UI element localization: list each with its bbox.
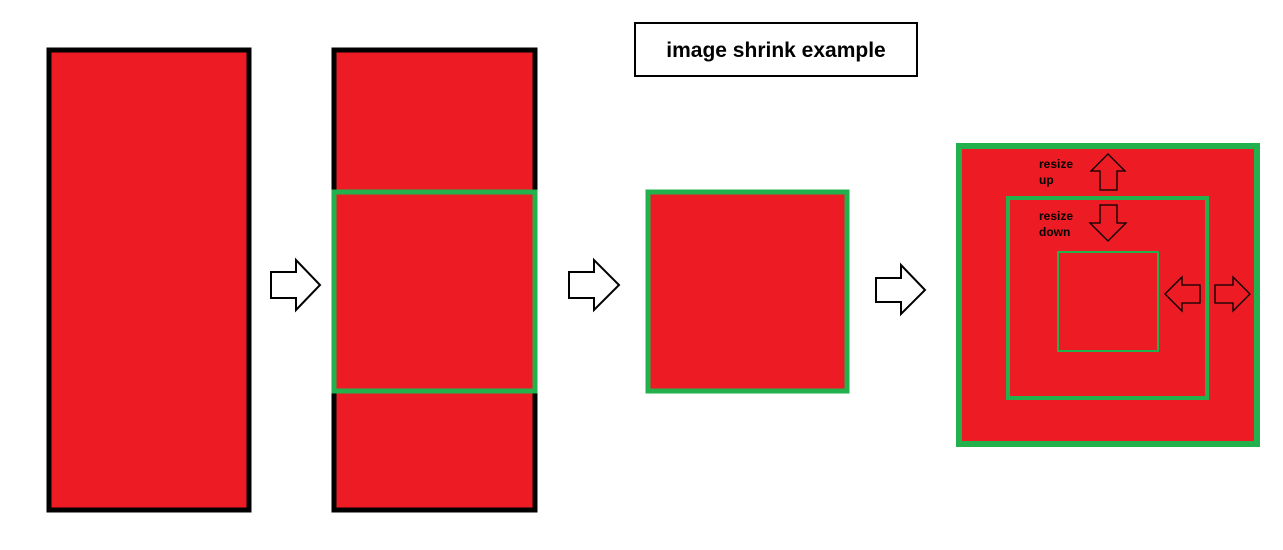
step-arrow-2-icon [568,257,621,313]
resize-up-arrow-icon [1089,153,1127,191]
resize-down-label-line2: down [1039,225,1070,239]
cropped-square-image [645,189,850,394]
step-arrow-3-icon [875,262,927,317]
resize-down-arrow-icon [1088,204,1128,242]
resize-left-arrow-icon [1164,275,1201,313]
resize-middle-square [1006,196,1209,400]
crop-square-outline [331,189,538,394]
tall-image-with-crop [331,47,538,513]
diagram-title: image shrink example [666,39,885,62]
original-tall-image [46,47,252,513]
resize-down-label-line1: resize [1039,209,1073,223]
resize-up-label-line2: up [1039,173,1054,187]
crop-stage [331,47,538,513]
resize-right-arrow-icon [1214,275,1251,313]
title-box: image shrink example [634,22,918,77]
step-arrow-1-icon [270,257,322,313]
resize-inner-square [1057,251,1159,352]
resize-stage: resize up resize down [956,143,1260,447]
resize-up-label-line1: resize [1039,157,1073,171]
